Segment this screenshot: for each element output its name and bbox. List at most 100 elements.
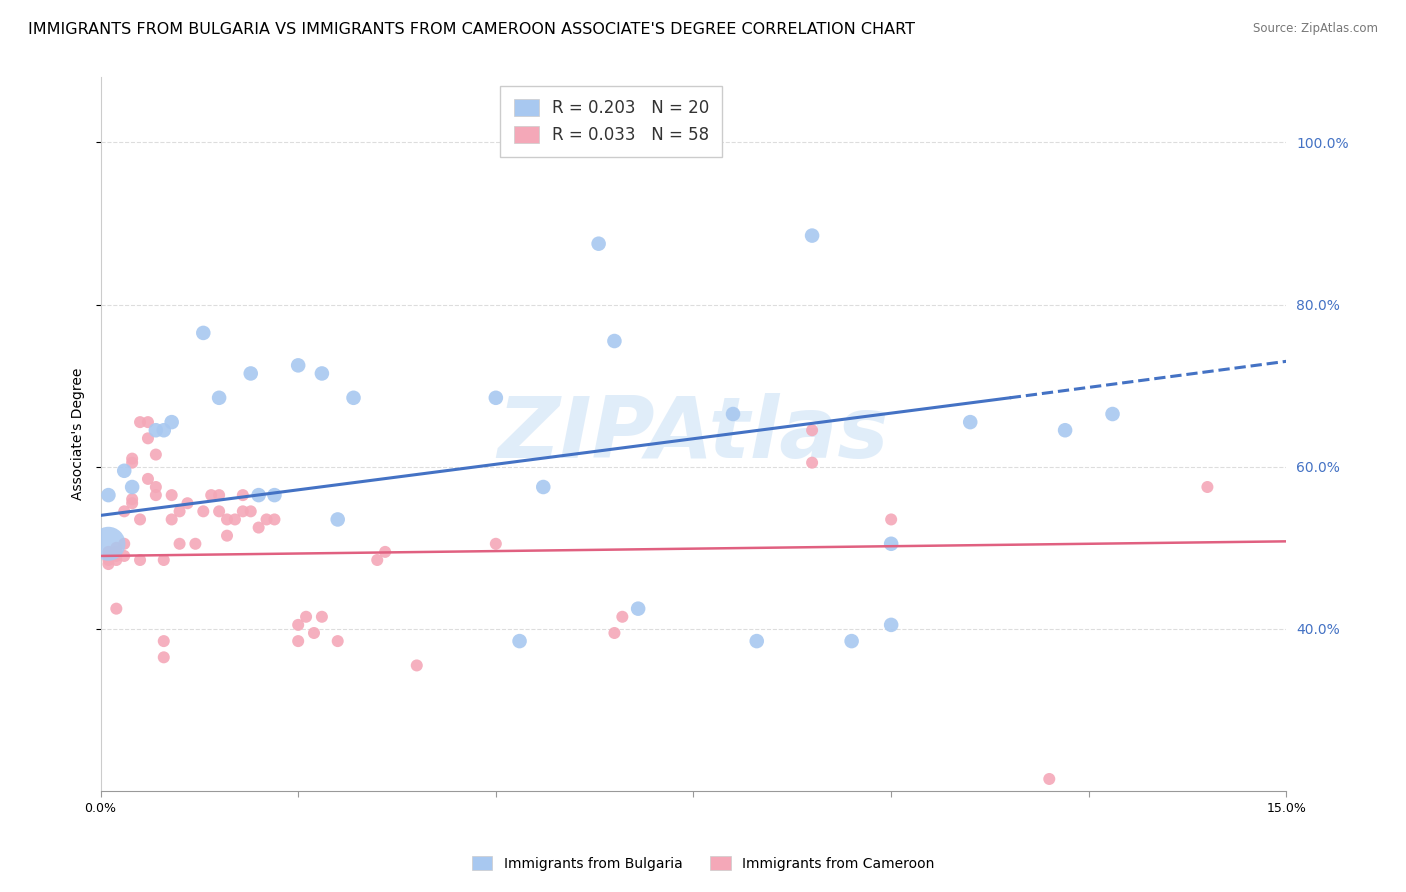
Point <box>105 545 128 559</box>
Point <box>215 529 238 543</box>
Point <box>485 391 508 405</box>
Point <box>287 634 309 648</box>
Point <box>588 236 610 251</box>
Point <box>627 601 650 615</box>
Point <box>112 537 135 551</box>
Point <box>374 545 396 559</box>
Point <box>129 415 152 429</box>
Point <box>184 537 207 551</box>
Point <box>721 407 744 421</box>
Point <box>224 512 246 526</box>
Point <box>97 537 120 551</box>
Point <box>247 520 270 534</box>
Point <box>232 504 254 518</box>
Point <box>97 545 120 559</box>
Point <box>97 488 120 502</box>
Point <box>295 609 318 624</box>
Point <box>152 423 174 437</box>
Point <box>880 512 903 526</box>
Point <box>287 359 309 373</box>
Y-axis label: Associate's Degree: Associate's Degree <box>72 368 86 500</box>
Point <box>801 423 824 437</box>
Point <box>247 488 270 502</box>
Point <box>136 472 159 486</box>
Point <box>311 367 333 381</box>
Point <box>801 456 824 470</box>
Legend: Immigrants from Bulgaria, Immigrants from Cameroon: Immigrants from Bulgaria, Immigrants fro… <box>465 850 941 876</box>
Point <box>208 391 231 405</box>
Point <box>145 423 167 437</box>
Point <box>326 512 349 526</box>
Text: IMMIGRANTS FROM BULGARIA VS IMMIGRANTS FROM CAMEROON ASSOCIATE'S DEGREE CORRELAT: IMMIGRANTS FROM BULGARIA VS IMMIGRANTS F… <box>28 22 915 37</box>
Point <box>152 650 174 665</box>
Point <box>366 553 388 567</box>
Point <box>160 415 183 429</box>
Point <box>136 415 159 429</box>
Point <box>193 504 215 518</box>
Point <box>145 480 167 494</box>
Point <box>263 488 285 502</box>
Point <box>152 634 174 648</box>
Point <box>1197 480 1219 494</box>
Point <box>232 488 254 502</box>
Point <box>326 634 349 648</box>
Point <box>136 431 159 445</box>
Point <box>485 537 508 551</box>
Point <box>121 492 143 507</box>
Point <box>112 504 135 518</box>
Point <box>105 549 128 563</box>
Point <box>959 415 981 429</box>
Point <box>193 326 215 340</box>
Point <box>612 609 634 624</box>
Point <box>263 512 285 526</box>
Point <box>105 553 128 567</box>
Point <box>239 367 262 381</box>
Point <box>509 634 531 648</box>
Text: ZIPAtlas: ZIPAtlas <box>498 392 890 475</box>
Point <box>152 553 174 567</box>
Point <box>1038 772 1060 786</box>
Text: Source: ZipAtlas.com: Source: ZipAtlas.com <box>1253 22 1378 36</box>
Point <box>287 618 309 632</box>
Point <box>121 496 143 510</box>
Point <box>169 504 191 518</box>
Point <box>160 488 183 502</box>
Point <box>841 634 863 648</box>
Point <box>215 512 238 526</box>
Point <box>603 626 626 640</box>
Point <box>1054 423 1077 437</box>
Point <box>208 488 231 502</box>
Point <box>129 512 152 526</box>
Point <box>745 634 768 648</box>
Point <box>97 557 120 571</box>
Point <box>145 448 167 462</box>
Point <box>880 618 903 632</box>
Point <box>311 609 333 624</box>
Point <box>302 626 325 640</box>
Point <box>200 488 222 502</box>
Point <box>160 512 183 526</box>
Point <box>105 541 128 555</box>
Point <box>603 334 626 348</box>
Point <box>531 480 554 494</box>
Point <box>801 228 824 243</box>
Point <box>880 537 903 551</box>
Point <box>97 549 120 563</box>
Point <box>256 512 278 526</box>
Point <box>121 480 143 494</box>
Point <box>176 496 198 510</box>
Point <box>169 537 191 551</box>
Point <box>208 504 231 518</box>
Point <box>405 658 427 673</box>
Point <box>112 464 135 478</box>
Point <box>145 488 167 502</box>
Legend: R = 0.203   N = 20, R = 0.033   N = 58: R = 0.203 N = 20, R = 0.033 N = 58 <box>501 86 723 157</box>
Point <box>342 391 364 405</box>
Point <box>239 504 262 518</box>
Point <box>112 549 135 563</box>
Point <box>1101 407 1123 421</box>
Point <box>105 601 128 615</box>
Point <box>121 456 143 470</box>
Point <box>121 451 143 466</box>
Point <box>97 553 120 567</box>
